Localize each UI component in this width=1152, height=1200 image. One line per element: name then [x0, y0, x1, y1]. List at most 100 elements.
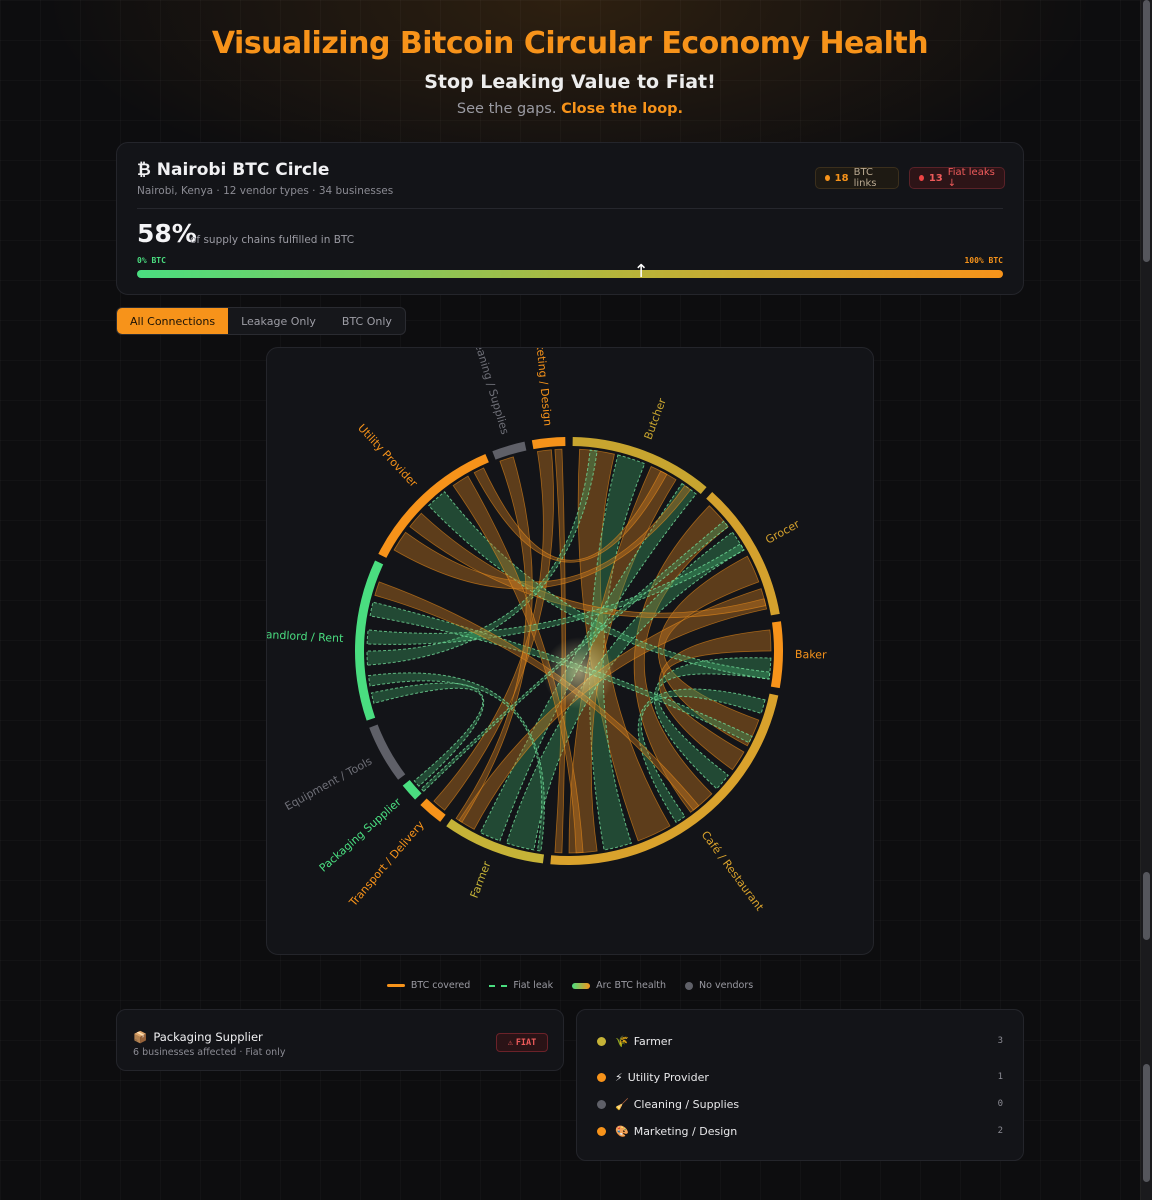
- scale-max-label: 100% BTC: [964, 256, 1003, 265]
- fiat-leak-ribbon[interactable]: [588, 454, 646, 851]
- btc-links-badge: 18 BTC links: [815, 167, 899, 189]
- segment-arc[interactable]: [492, 441, 527, 460]
- status-dot-icon: [597, 1036, 606, 1046]
- fiat-leak-ribbon[interactable]: [369, 601, 753, 744]
- tab-leakage-only[interactable]: Leakage Only: [241, 314, 316, 328]
- fiat-leak-ribbon[interactable]: [637, 688, 766, 823]
- selected-vendor-subtitle: 6 businesses affected · Fiat only: [133, 1047, 286, 1058]
- vendor-list-item[interactable]: ⚡ Utility Provider 1: [597, 1067, 1003, 1087]
- vendor-list-item[interactable]: 🎨 Marketing / Design 2: [597, 1121, 1003, 1141]
- scrollbar-thumb[interactable]: [1143, 872, 1150, 940]
- legend-dash-swatch: [489, 984, 508, 987]
- vendor-label: Marketing / Design: [633, 1124, 738, 1138]
- vendor-list-card: 🌾 Farmer 3 ⚡ Utility Provider 1 🧹 Cleani…: [576, 1009, 1024, 1161]
- btc-ribbon[interactable]: [473, 467, 668, 563]
- tagline-accent: Close the loop.: [561, 101, 684, 117]
- page-subtitle: Stop Leaking Value to Fiat!: [424, 71, 716, 93]
- segment-arc[interactable]: [355, 560, 384, 721]
- btc-links-label: BTC links: [853, 167, 877, 189]
- btc-ribbon[interactable]: [374, 581, 700, 811]
- bitcoin-icon: ₿: [137, 160, 151, 180]
- warning-icon: ⚠: [507, 1037, 513, 1048]
- tagline-plain: See the gaps.: [456, 101, 557, 117]
- btc-ribbon[interactable]: [393, 484, 692, 590]
- view-tabs: All Connections Leakage Only BTC Only: [116, 307, 406, 335]
- vendor-label: Farmer: [633, 1034, 673, 1048]
- status-dot-icon: [597, 1072, 606, 1082]
- vendor-count: 3: [997, 1036, 1003, 1046]
- btc-ribbon[interactable]: [452, 475, 584, 854]
- circle-title: ₿ Nairobi BTC Circle: [137, 160, 329, 180]
- fiat-leak-ribbon[interactable]: [479, 482, 697, 842]
- fiat-leak-ribbon[interactable]: [427, 491, 771, 680]
- btc-percent-text: of supply chains fulfilled in BTC: [190, 234, 355, 246]
- arrow-up-icon: ↑: [633, 261, 649, 282]
- segment-arc[interactable]: [572, 437, 707, 494]
- page-header: Visualizing Bitcoin Circular Economy Hea…: [0, 26, 1140, 117]
- scrollbar-thumb[interactable]: [1143, 0, 1150, 262]
- segment-arc[interactable]: [420, 798, 446, 822]
- btc-ribbon[interactable]: [458, 588, 768, 830]
- segment-label: Equipment / Tools: [283, 754, 375, 813]
- btc-ribbon[interactable]: [433, 449, 554, 811]
- vendor-list-item[interactable]: 🌾 Farmer 3: [597, 1031, 1003, 1051]
- fiat-leak-ribbon[interactable]: [366, 543, 745, 645]
- wheat-icon: 🌾: [615, 1034, 629, 1048]
- fiat-leak-ribbon[interactable]: [366, 449, 598, 666]
- circle-summary-card: ₿ Nairobi BTC Circle Nairobi, Kenya · 12…: [116, 142, 1024, 295]
- legend-label: No vendors: [699, 980, 754, 991]
- chord-diagram-card: Marketing / Design Butcher Grocer Baker Café…: [266, 347, 874, 955]
- segment-label: Café / Restaurant: [699, 829, 767, 914]
- status-dot-icon: [597, 1126, 606, 1136]
- fiat-status-label: FIAT: [515, 1037, 537, 1048]
- btc-ribbon[interactable]: [658, 629, 772, 771]
- vendor-label: Cleaning / Supplies: [633, 1097, 740, 1111]
- scrollbar-thumb[interactable]: [1143, 1064, 1150, 1182]
- segment-arc[interactable]: [550, 693, 779, 866]
- fiat-leak-ribbon[interactable]: [367, 672, 545, 852]
- legend-item-fiat: Fiat leak: [489, 980, 553, 991]
- legend-item-arc: Arc BTC health: [572, 980, 666, 991]
- segment-arc[interactable]: [446, 818, 545, 864]
- legend-label: BTC covered: [410, 980, 471, 991]
- segment-arc[interactable]: [369, 724, 406, 780]
- scale-min-label: 0% BTC: [137, 256, 166, 265]
- vendor-count: 0: [997, 1099, 1003, 1109]
- fiat-leak-ribbon[interactable]: [653, 657, 772, 790]
- btc-ribbon[interactable]: [455, 456, 533, 823]
- btc-ribbon[interactable]: [633, 505, 729, 813]
- divider: [137, 208, 1003, 209]
- segment-label: Baker: [795, 648, 827, 662]
- tab-btc-only[interactable]: BTC Only: [341, 314, 392, 328]
- fiat-leaks-badge: 13 Fiat leaks ↓: [909, 167, 1005, 189]
- fiat-leak-ribbon[interactable]: [370, 682, 485, 787]
- segment-arc[interactable]: [770, 621, 784, 689]
- tab-all-connections[interactable]: All Connections: [117, 308, 229, 334]
- package-icon: 📦: [133, 1030, 148, 1044]
- fiat-leaks-count: 13: [928, 172, 943, 184]
- fiat-leak-ribbon[interactable]: [505, 531, 745, 851]
- btc-ribbon[interactable]: [658, 555, 760, 747]
- legend-gradient-swatch: [572, 982, 591, 989]
- selected-vendor-title: 📦 Packaging Supplier: [133, 1030, 263, 1044]
- legend-item-novendors: No vendors: [685, 980, 753, 991]
- legend-dot-swatch: [685, 981, 694, 990]
- page-tagline: See the gaps. Close the loop.: [0, 101, 1140, 117]
- selected-vendor-card[interactable]: 📦 Packaging Supplier 6 businesses affect…: [116, 1009, 564, 1071]
- legend-label: Arc BTC health: [596, 980, 667, 991]
- label-group: Marketing / Design Butcher Grocer Baker Café…: [267, 348, 827, 914]
- chord-diagram: Marketing / Design Butcher Grocer Baker Café…: [267, 348, 827, 914]
- segment-arc[interactable]: [531, 437, 566, 450]
- segment-arc[interactable]: [378, 454, 489, 558]
- fiat-leaks-label: Fiat leaks ↓: [947, 167, 995, 189]
- page-title: Visualizing Bitcoin Circular Economy Hea…: [211, 26, 929, 61]
- segment-arc[interactable]: [706, 491, 780, 616]
- segment-label: Cleaning / Supplies: [469, 348, 511, 436]
- btc-ribbon[interactable]: [409, 512, 767, 619]
- vendor-list-item[interactable]: 🧹 Cleaning / Supplies 0: [597, 1094, 1003, 1114]
- vendor-count: 1: [997, 1072, 1003, 1082]
- page-scrollbar[interactable]: [1140, 0, 1152, 1200]
- btc-percent: 58%: [137, 219, 197, 248]
- segment-arc[interactable]: [402, 780, 422, 800]
- circle-name: Nairobi BTC Circle: [156, 160, 330, 180]
